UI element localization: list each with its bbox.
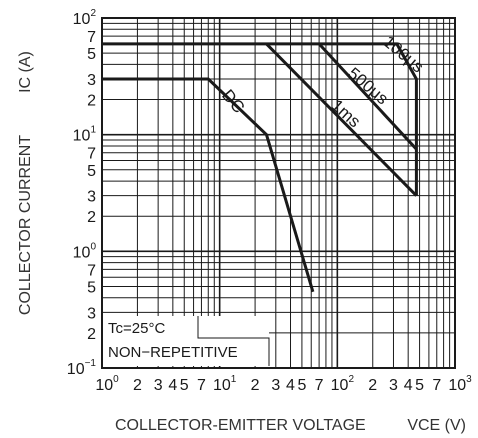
grid (102, 18, 455, 368)
y-tick-label: 10−1 (67, 358, 97, 378)
x-tick-label: 7 (315, 377, 324, 394)
y-axis-title: COLLECTOR CURRENT (17, 135, 34, 315)
x-tick-label: 102 (331, 374, 355, 394)
y-tick-label: 5 (87, 279, 96, 296)
series-line-1ms (265, 42, 418, 197)
y-tick-label: 2 (87, 209, 96, 226)
series-lines (102, 42, 418, 293)
series-line-500s (317, 42, 418, 151)
y-tick-label: 5 (87, 46, 96, 63)
annotation-box-border (197, 316, 270, 366)
y-tick-label: 2 (87, 93, 96, 110)
annotation-box (103, 316, 269, 366)
x-tick-label: 4 (286, 377, 295, 394)
x-tick-label: 101 (213, 374, 237, 394)
y-tick-label: 3 (87, 305, 96, 322)
axis-titles: COLLECTOR-EMITTER VOLTAGE VCE (V) COLLECTO… (17, 51, 466, 434)
x-tick-label: 5 (415, 377, 424, 394)
y-tick-label: 2 (87, 326, 96, 343)
x-tick-label: 2 (133, 377, 142, 394)
y-tick-label: 7 (87, 29, 96, 46)
y-tick-label: 102 (73, 8, 97, 28)
plot-frame (101, 17, 456, 369)
y-tick-label: 3 (87, 189, 96, 206)
x-tick-label: 3 (389, 377, 398, 394)
x-tick-label: 5 (180, 377, 189, 394)
y-tick-label: 100 (73, 241, 97, 261)
curve-label-2: 500μs (344, 64, 392, 109)
x-tick-label: 3 (154, 377, 163, 394)
x-tick-label: 100 (95, 374, 119, 394)
x-tick-label: 2 (251, 377, 260, 394)
x-tick-label: 4 (168, 377, 177, 394)
y-tick-label: 3 (87, 72, 96, 89)
x-tick-label: 4 (404, 377, 413, 394)
y-tick-label: 5 (87, 163, 96, 180)
x-tick-label: 7 (197, 377, 206, 394)
curve-label-3: 100μs (379, 32, 427, 77)
annotation-temp: Tc=25°C (108, 320, 165, 337)
x-tick-labels: 100 2 3 4 5 7 101 2 3 4 5 7 102 2 3 4 5 7 103 (95, 374, 472, 394)
x-tick-label: 2 (368, 377, 377, 394)
plot-border (101, 17, 456, 369)
x-tick-label: 7 (432, 377, 441, 394)
curve-label-1: 1ms (328, 96, 365, 132)
series-line-100s (102, 42, 418, 196)
y-tick-label: 101 (73, 125, 97, 145)
x-tick-label: 5 (297, 377, 306, 394)
x-axis-symbol: VCE (V) (407, 417, 466, 434)
annotations: Tc=25°C NON−REPETITIVE (103, 316, 270, 366)
y-tick-label: 7 (87, 146, 96, 163)
x-tick-label: 3 (271, 377, 280, 394)
y-tick-label: 7 (87, 262, 96, 279)
series-line-dc (102, 77, 315, 293)
annotation-nonrep: NON−REPETITIVE (108, 344, 238, 361)
y-axis-symbol: IC (A) (17, 51, 34, 93)
x-tick-label: 103 (448, 374, 472, 394)
x-axis-title: COLLECTOR-EMITTER VOLTAGE (115, 417, 366, 434)
